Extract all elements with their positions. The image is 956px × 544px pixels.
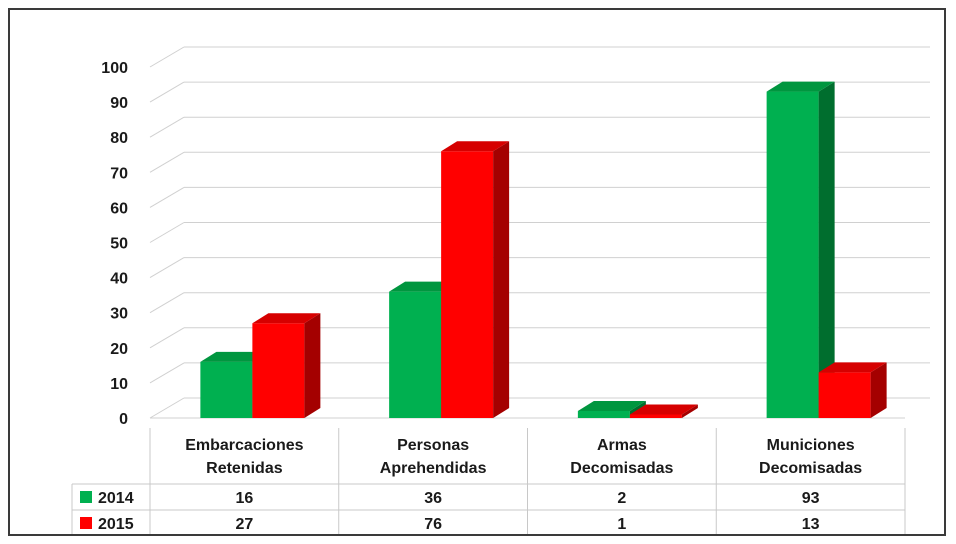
category-label: Decomisadas [570, 460, 673, 477]
gridline-depth [149, 222, 185, 243]
gridline-depth [149, 327, 185, 349]
bar-top-2015-0 [252, 313, 321, 324]
gridline-depth [149, 46, 185, 68]
bar-side-2015-3 [870, 362, 887, 418]
gridline-depth [149, 397, 185, 419]
table-value: 16 [235, 490, 253, 507]
bar-2014-2 [577, 410, 630, 418]
y-tick-label: 20 [110, 341, 128, 358]
bar-2014-1 [389, 291, 442, 418]
y-tick-label: 10 [110, 376, 128, 393]
bar-side-2015-2 [681, 404, 698, 418]
bar-top-2014-3 [766, 81, 835, 92]
table-value: 1 [617, 516, 626, 533]
bar-top-2015-1 [441, 141, 510, 152]
bar-2015-1 [441, 151, 494, 419]
category-label: Armas [597, 437, 647, 454]
bar-top-2014-0 [200, 351, 269, 362]
y-tick-label: 80 [110, 130, 128, 147]
gridline-depth [149, 81, 185, 103]
chart-frame: 0 10 20 30 40 50 60 70 80 90 100 Embarcaciones Reten… [8, 8, 946, 536]
y-tick-label: 40 [110, 271, 128, 288]
table-value: 2 [617, 490, 626, 507]
gridline-depth [149, 186, 185, 208]
bar-2015-3 [818, 372, 871, 418]
bar-top-2015-3 [818, 362, 887, 373]
bar-side-2014-3 [818, 81, 835, 418]
table-value: 76 [424, 516, 442, 533]
y-tick-label: 0 [119, 411, 128, 428]
category-label: Personas [397, 437, 469, 454]
bar-2015-2 [629, 414, 682, 418]
bar-2015-0 [252, 323, 305, 418]
bar-top-2014-1 [389, 281, 458, 292]
table-value: 13 [802, 516, 820, 533]
category-label: Embarcaciones [185, 437, 303, 454]
chart: 0 10 20 30 40 50 60 70 80 90 100 Embarcaciones Reten… [71, 46, 930, 534]
table-value: 27 [235, 516, 253, 533]
bar-side-2015-1 [493, 141, 510, 419]
legend-label: 2015 [98, 516, 134, 533]
bar-top-2015-2 [629, 404, 698, 415]
y-tick-label: 70 [110, 165, 128, 182]
bar-2014-0 [200, 361, 253, 418]
gridline-depth [149, 257, 185, 279]
gridline-depth [149, 116, 185, 138]
category-label: Aprehendidas [380, 460, 487, 477]
bar-2014-3 [766, 91, 819, 418]
legend-label: 2014 [98, 490, 134, 507]
gridline-depth [149, 362, 185, 384]
legend-swatch-2015 [80, 517, 92, 529]
table-value: 36 [424, 490, 442, 507]
y-tick-label: 100 [101, 60, 128, 77]
bar-top-2014-2 [577, 400, 646, 411]
y-tick-label: 30 [110, 306, 128, 323]
y-tick-label: 50 [110, 236, 128, 253]
gridline-depth [149, 292, 185, 314]
gridline-depth [149, 151, 185, 173]
category-label: Retenidas [206, 460, 283, 477]
y-tick-label: 60 [110, 200, 128, 217]
category-label: Decomisadas [759, 460, 862, 477]
category-label: Municiones [767, 437, 855, 454]
table-value: 93 [802, 490, 820, 507]
bar-side-2015-0 [304, 313, 321, 418]
legend-swatch-2014 [80, 491, 92, 503]
y-tick-label: 90 [110, 95, 128, 112]
